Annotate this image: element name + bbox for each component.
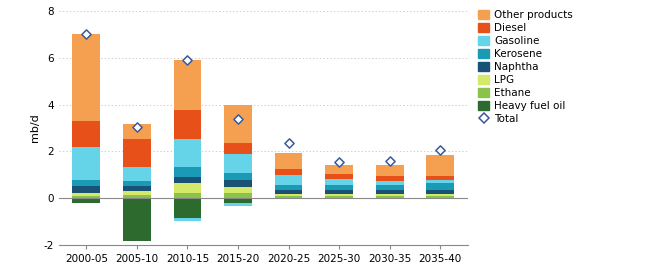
Bar xyxy=(274,190,302,194)
Bar xyxy=(325,196,353,198)
Bar xyxy=(325,185,353,190)
Bar xyxy=(224,180,252,187)
Bar xyxy=(376,181,404,185)
Bar xyxy=(123,195,151,198)
Bar xyxy=(274,153,302,169)
Bar xyxy=(426,155,454,176)
Point xyxy=(81,32,92,37)
Bar xyxy=(325,194,353,196)
Bar xyxy=(224,193,252,198)
Bar xyxy=(426,198,454,199)
Bar xyxy=(174,183,202,193)
Bar xyxy=(224,154,252,173)
Bar xyxy=(123,167,151,181)
Bar xyxy=(224,105,252,143)
Bar xyxy=(174,219,202,221)
Bar xyxy=(123,139,151,167)
Point xyxy=(283,141,294,145)
Point xyxy=(384,158,395,163)
Bar xyxy=(224,187,252,193)
Legend: Other products, Diesel, Gasoline, Kerosene, Naphtha, LPG, Ethane, Heavy fuel oil: Other products, Diesel, Gasoline, Kerose… xyxy=(477,9,574,125)
Bar xyxy=(224,203,252,206)
Point xyxy=(182,58,192,62)
Bar xyxy=(224,143,252,154)
Bar xyxy=(274,196,302,198)
Point xyxy=(435,148,445,152)
Bar xyxy=(174,110,202,139)
Bar xyxy=(274,194,302,196)
Bar xyxy=(123,198,151,241)
Bar xyxy=(123,181,151,186)
Bar xyxy=(224,198,252,203)
Bar xyxy=(123,124,151,139)
Bar xyxy=(376,177,404,181)
Bar xyxy=(376,194,404,196)
Bar xyxy=(325,180,353,185)
Bar xyxy=(224,173,252,180)
Point xyxy=(132,125,142,129)
Bar xyxy=(72,198,100,203)
Bar xyxy=(325,198,353,199)
Point xyxy=(233,116,243,121)
Bar xyxy=(426,190,454,194)
Bar xyxy=(72,193,100,196)
Point xyxy=(334,160,345,164)
Bar xyxy=(174,177,202,183)
Y-axis label: mb/d: mb/d xyxy=(31,113,40,142)
Bar xyxy=(174,139,202,167)
Bar xyxy=(274,175,302,185)
Bar xyxy=(325,190,353,194)
Bar xyxy=(376,190,404,194)
Bar xyxy=(174,198,202,219)
Bar xyxy=(376,196,404,198)
Bar xyxy=(123,191,151,195)
Bar xyxy=(274,169,302,175)
Bar xyxy=(376,185,404,190)
Bar xyxy=(72,186,100,193)
Bar xyxy=(72,34,100,121)
Bar xyxy=(72,196,100,198)
Bar xyxy=(426,183,454,190)
Bar xyxy=(72,121,100,147)
Bar xyxy=(325,174,353,180)
Bar xyxy=(325,165,353,174)
Bar xyxy=(426,176,454,180)
Bar xyxy=(376,198,404,199)
Bar xyxy=(426,180,454,183)
Bar xyxy=(426,194,454,196)
Bar xyxy=(72,180,100,186)
Bar xyxy=(123,186,151,191)
Bar xyxy=(376,165,404,177)
Bar xyxy=(274,198,302,199)
Bar xyxy=(174,60,202,110)
Bar xyxy=(174,167,202,177)
Bar xyxy=(174,193,202,198)
Bar xyxy=(72,147,100,180)
Bar xyxy=(426,196,454,198)
Bar xyxy=(274,185,302,190)
